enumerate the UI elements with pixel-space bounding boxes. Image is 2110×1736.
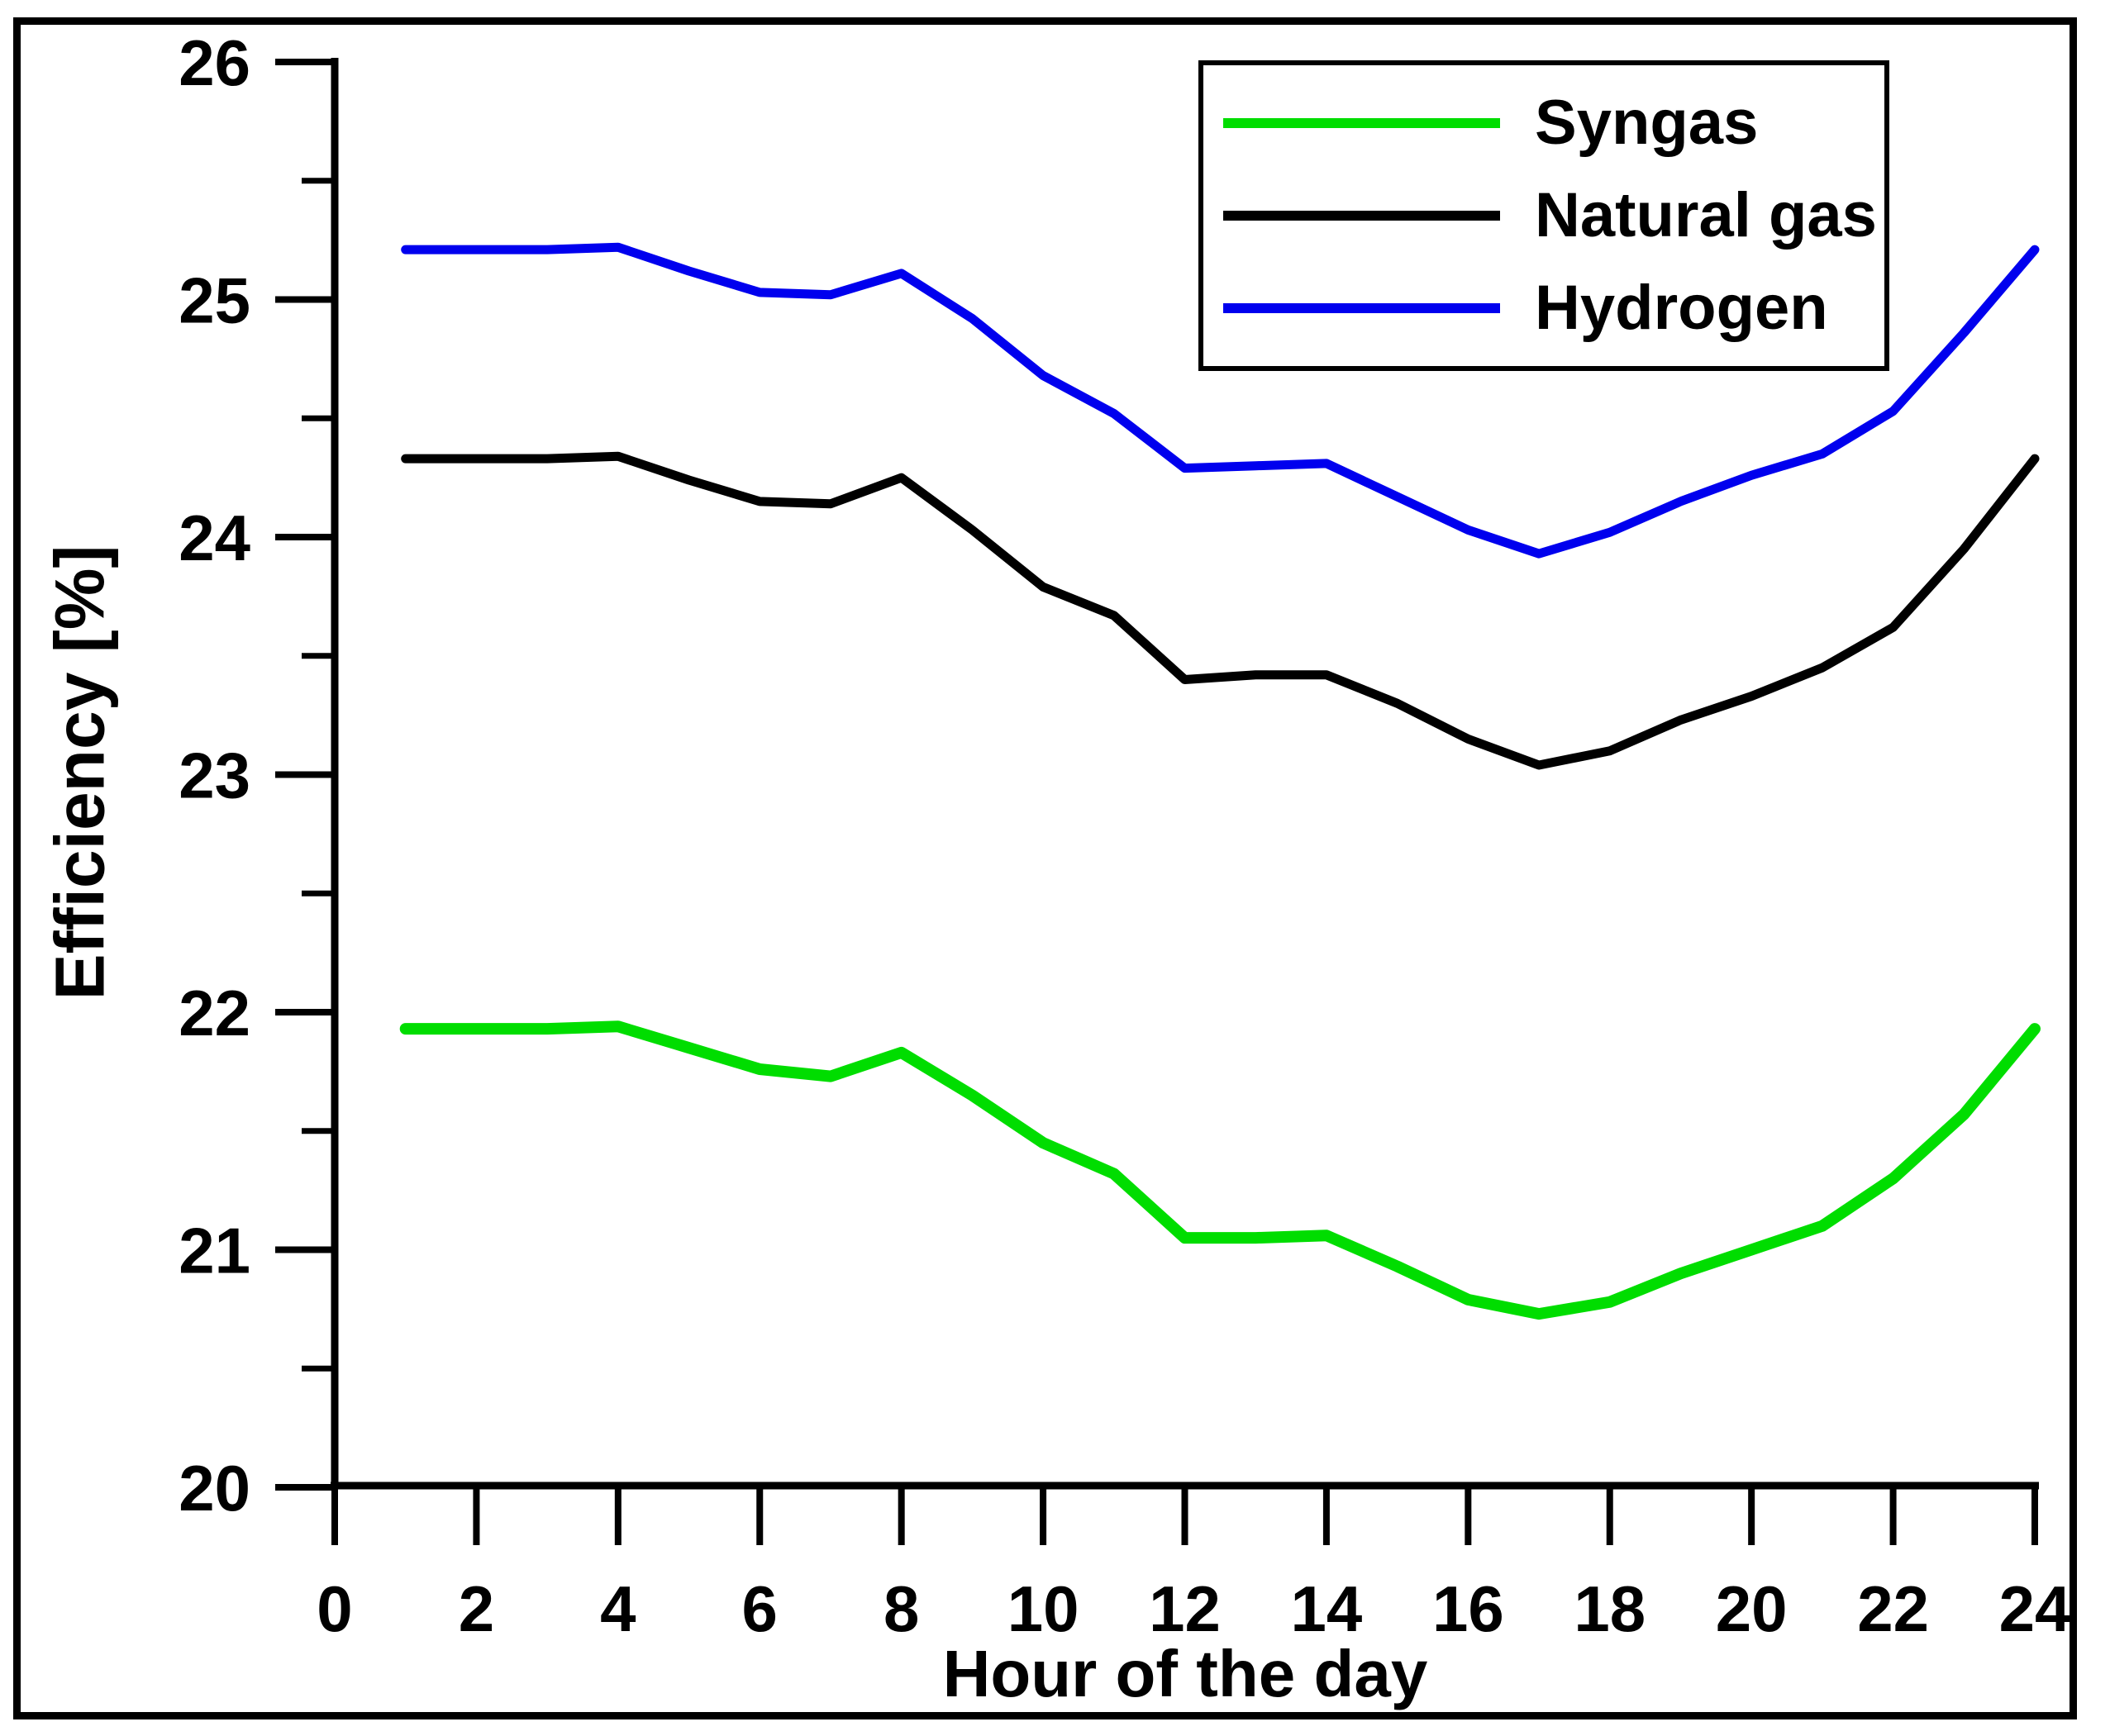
x-tick-label: 4: [600, 1572, 636, 1645]
y-tick-label: 20: [179, 1452, 250, 1524]
series-line-natural-gas: [401, 451, 2040, 770]
x-tick-label: 20: [1716, 1572, 1788, 1645]
legend-item-label: Hydrogen: [1535, 273, 1828, 343]
x-tick-label: 16: [1432, 1572, 1504, 1645]
legend-item-hydrogen: Hydrogen: [1203, 277, 1884, 340]
x-tick-label: 10: [1007, 1572, 1079, 1645]
x-tick-label: 24: [1999, 1572, 2071, 1645]
legend-item-natural-gas: Natural gas: [1203, 184, 1884, 247]
x-tick-label: 12: [1149, 1572, 1221, 1645]
x-tick-label: 18: [1574, 1572, 1646, 1645]
y-tick-label: 23: [179, 740, 250, 812]
legend-line-swatch: [1223, 211, 1500, 221]
legend-line-swatch: [1223, 118, 1500, 128]
y-tick-label: 21: [179, 1215, 250, 1287]
y-tick-label: 25: [179, 264, 250, 337]
y-axis-title: Efficiency [%]: [40, 545, 119, 1001]
legend-item-syngas: Syngas: [1203, 92, 1884, 155]
legend: Syngas Natural gas Hydrogen: [1198, 60, 1889, 371]
x-axis-title: Hour of the day: [942, 1637, 1428, 1710]
x-tick-label: 0: [317, 1572, 352, 1645]
legend-item-label: Syngas: [1535, 88, 1759, 158]
x-tick-label: 22: [1857, 1572, 1929, 1645]
y-tick-label: 24: [179, 502, 250, 574]
y-tick-label: 22: [179, 977, 250, 1049]
legend-item-label: Natural gas: [1535, 180, 1877, 250]
x-tick-label: 2: [459, 1572, 494, 1645]
y-tick-label: 26: [179, 26, 250, 99]
x-tick-label: 14: [1291, 1572, 1363, 1645]
x-tick-label: 8: [884, 1572, 919, 1645]
series-line-hydrogen: [401, 242, 2040, 559]
legend-line-swatch: [1223, 303, 1500, 313]
x-tick-label: 6: [742, 1572, 778, 1645]
series-line-syngas: [399, 1020, 2041, 1320]
